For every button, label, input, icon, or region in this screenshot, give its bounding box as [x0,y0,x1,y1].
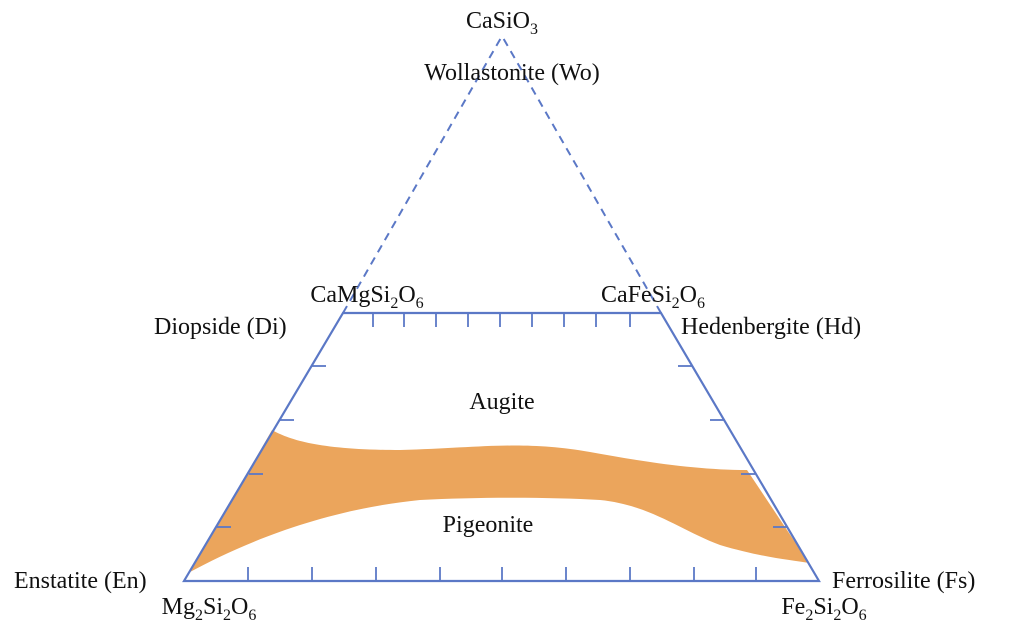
dashed-edge-left [342,35,503,314]
miscibility-gap-band [190,430,809,572]
diopside-formula: CaMgSi2O6 [310,282,423,312]
quadrilateral-outline [182,311,821,583]
enstatite-label: Enstatite (En) [14,568,147,594]
hedenbergite-formula: CaFeSi2O6 [601,282,705,312]
dashed-edge-right [501,35,662,314]
augite-field-label: Augite [469,389,534,415]
diopside-label: Diopside (Di) [154,314,287,340]
tick-marks [217,313,787,581]
wollastonite-formula: CaSiO3 [466,8,538,38]
wollastonite-label: Wollastonite (Wo) [424,60,599,86]
enstatite-formula: Mg2Si2O6 [162,594,257,624]
hedenbergite-label: Hedenbergite (Hd) [681,314,861,340]
ferrosilite-label: Ferrosilite (Fs) [832,568,975,594]
pigeonite-field-label: Pigeonite [443,512,534,538]
ferrosilite-formula: Fe2Si2O6 [781,594,866,624]
